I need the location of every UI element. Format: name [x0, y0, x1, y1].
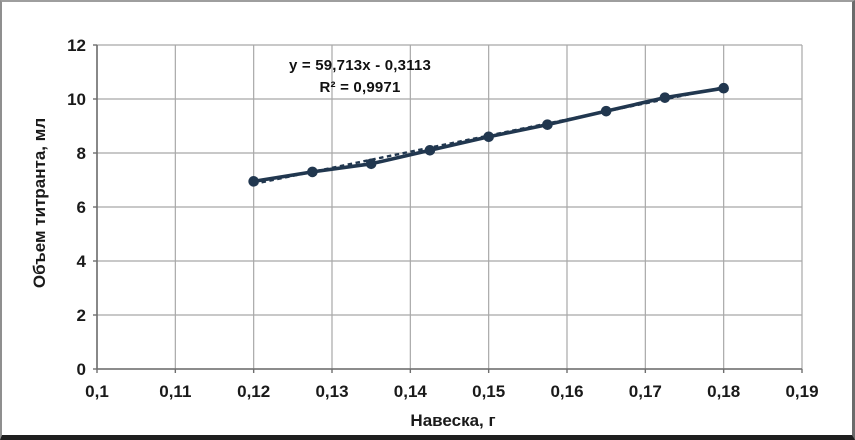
x-tick-label: 0,18 [707, 382, 740, 401]
x-tick-label: 0,1 [85, 382, 109, 401]
data-point-marker [600, 105, 612, 117]
data-point-marker [718, 82, 729, 94]
x-tick-label: 0,12 [237, 382, 270, 401]
x-tick-label: 0,15 [472, 382, 505, 401]
trendline-r-squared: R² = 0,9971 [319, 79, 401, 96]
x-tick-label: 0,16 [550, 382, 583, 401]
data-point-marker [365, 158, 377, 170]
y-tick-label: 6 [77, 198, 86, 217]
y-tick-label: 0 [77, 360, 86, 379]
x-tick-label: 0,17 [629, 382, 662, 401]
x-tick-label: 0,11 [159, 382, 191, 401]
data-point-marker [483, 131, 494, 143]
data-point-marker [424, 145, 436, 156]
trendline-equation: y = 59,713x - 0,3113 [288, 57, 432, 74]
data-point-marker [248, 176, 259, 187]
y-tick-label: 4 [77, 252, 87, 271]
y-tick-label: 8 [77, 144, 86, 163]
x-tick-label: 0,13 [315, 382, 348, 401]
x-axis-title: Навеска, г [410, 411, 496, 430]
y-axis-title: Объем титранта, мл [30, 117, 49, 289]
data-point-marker [542, 119, 553, 130]
data-point-marker [307, 166, 318, 178]
x-tick-label: 0,14 [394, 382, 428, 401]
data-point-marker [659, 92, 671, 103]
trendline-label: y = 59,713x - 0,3113 R² = 0,9971 [252, 55, 468, 99]
y-tick-label: 2 [77, 306, 86, 325]
y-tick-label: 10 [67, 90, 86, 109]
y-tick-label: 12 [67, 36, 86, 55]
x-tick-label: 0,19 [785, 382, 818, 401]
